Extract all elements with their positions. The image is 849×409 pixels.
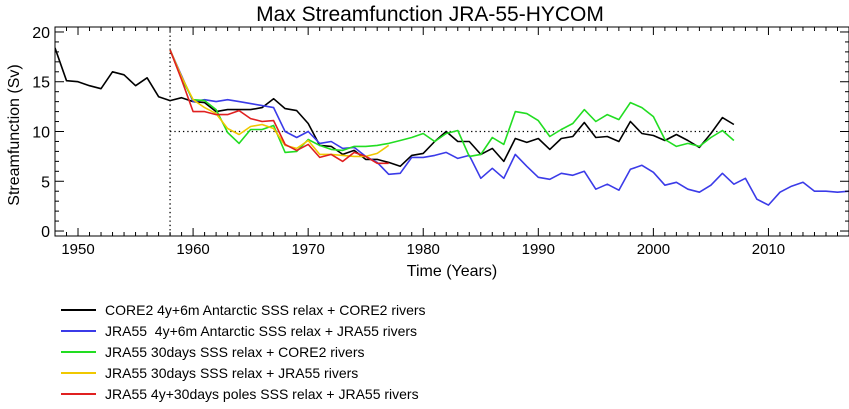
legend-label: JRA55 4y+6m Antarctic SSS relax + JRA55 … xyxy=(105,323,417,339)
legend-label: JRA55 30days SSS relax + CORE2 rivers xyxy=(105,344,365,360)
x-tick-label: 1970 xyxy=(291,241,324,258)
x-tick-label: 1950 xyxy=(61,241,94,258)
y-tick-label: 15 xyxy=(32,75,50,92)
series-line-5 xyxy=(169,49,389,165)
x-axis-label: Time (Years) xyxy=(407,263,497,280)
x-tick-label: 2000 xyxy=(637,241,670,258)
y-axis-label: Streamfunction (Sv) xyxy=(6,64,23,205)
legend-label: JRA55 4y+30days poles SSS relax + JRA55 … xyxy=(105,386,419,402)
y-tick-label: 10 xyxy=(32,125,50,142)
y-tick-label: 5 xyxy=(41,174,50,191)
series-line-4 xyxy=(169,49,390,158)
series-line-3 xyxy=(169,49,735,158)
plot-area: 1950 1960 1970 1980 1990 2000 2010 0 5 10 15 20 xyxy=(32,25,849,258)
legend-label: CORE2 4y+6m Antarctic SSS relax + CORE2 … xyxy=(105,302,426,318)
series-group xyxy=(55,47,849,206)
x-tick-label: 1980 xyxy=(407,241,440,258)
y-tick-label: 0 xyxy=(41,224,50,241)
series-line-2 xyxy=(169,49,849,206)
x-tick-label: 1960 xyxy=(176,241,209,258)
y-tick-label: 20 xyxy=(32,25,50,42)
series-line-1 xyxy=(55,47,735,168)
chart-title: Max Streamfunction JRA-55-HYCOM xyxy=(256,3,604,26)
legend-label: JRA55 30days SSS relax + JRA55 rivers xyxy=(105,365,358,381)
x-tick-label: 1990 xyxy=(522,241,555,258)
legend: CORE2 4y+6m Antarctic SSS relax + CORE2 … xyxy=(61,302,426,402)
x-tick-label: 2010 xyxy=(752,241,785,258)
